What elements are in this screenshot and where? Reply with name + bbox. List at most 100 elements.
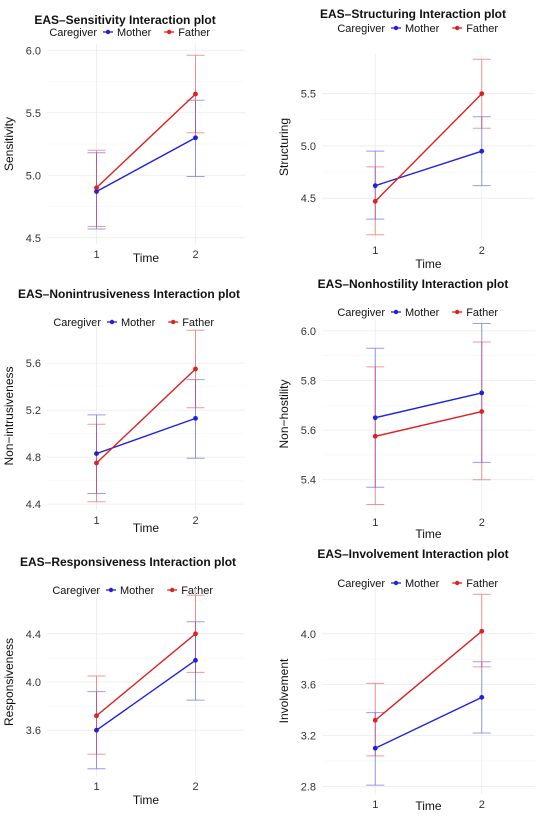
grid (322, 54, 535, 240)
legend-key-point (393, 580, 399, 586)
x-tick-label: 2 (192, 515, 198, 527)
legend-key-point (455, 25, 460, 31)
series-line-mother (375, 150, 482, 187)
y-tick-label: 6.0 (301, 326, 316, 338)
chart-title: EAS–Structuring Interaction plot (320, 7, 506, 21)
grid (322, 316, 535, 512)
data-point-father (193, 366, 198, 372)
legend-key-point (105, 29, 111, 35)
data-point-father (479, 409, 485, 414)
legend-key-point (108, 587, 114, 593)
y-axis-label: Sensitivity (2, 117, 16, 171)
y-tick-label: 5.4 (301, 475, 316, 487)
legend-label: Mother (405, 578, 440, 590)
chart-panel: EAS–Nonhostility Interaction plot Caregiv… (277, 277, 535, 541)
grid (47, 588, 245, 776)
grid (322, 588, 535, 794)
y-tick-label: 4.4 (26, 629, 41, 641)
x-tick-label: 2 (479, 799, 485, 811)
legend-label: Mother (405, 307, 440, 319)
y-tick-label: 4.4 (26, 499, 41, 511)
x-tick-label: 1 (93, 249, 99, 261)
data-point-father (193, 631, 198, 637)
legend-title: Caregiver (49, 27, 97, 39)
y-tick-label: 5.0 (26, 170, 41, 182)
y-axis-label: Involvement (277, 658, 291, 723)
chart-title: EAS–Responsiveness Interaction plot (20, 555, 236, 569)
legend-label: Father (178, 27, 210, 39)
chart-panel: EAS–Structuring Interaction plot Caregive… (277, 7, 535, 271)
x-axis-label: Time (415, 799, 442, 813)
y-tick-label: 5.6 (301, 425, 316, 437)
legend-key-point (171, 319, 176, 325)
data-point-father (94, 713, 99, 719)
y-tick-label: 4.8 (26, 452, 41, 464)
x-tick-label: 1 (93, 515, 99, 527)
legend: Caregiver Mother Father (53, 317, 214, 329)
series-line-father (96, 93, 196, 189)
data-point-father (372, 433, 378, 439)
y-tick-label: 4.0 (301, 629, 316, 641)
y-tick-label: 5.5 (26, 108, 41, 120)
data-point-father (479, 628, 485, 634)
legend-key-point (170, 587, 175, 593)
x-axis-label: Time (133, 251, 160, 265)
chart-title: EAS–Involvement Interaction plot (317, 547, 508, 561)
x-axis-label: Time (133, 521, 160, 535)
legend-title: Caregiver (337, 578, 385, 590)
x-tick-label: 2 (479, 517, 485, 529)
y-axis-label: Responsiveness (2, 638, 16, 726)
legend-key-point (393, 309, 399, 315)
y-axis-label: Structuring (277, 118, 291, 176)
legend: Caregiver Mother Father (49, 27, 210, 39)
data-point-mother (193, 657, 198, 663)
data-point-mother (372, 183, 378, 189)
x-tick-label: 2 (192, 781, 198, 793)
y-axis-label: Non−intrusiveness (2, 366, 16, 465)
legend-label: Mother (120, 585, 155, 597)
data-point-mother (479, 390, 485, 396)
series-line-father (96, 368, 196, 464)
legend-title: Caregiver (53, 317, 101, 329)
legend-title: Caregiver (52, 585, 100, 597)
chart-title: EAS–Nonhostility Interaction plot (318, 277, 509, 291)
data-point-mother (94, 451, 99, 456)
series-line-father (96, 633, 196, 717)
legend-label: Mother (117, 27, 152, 39)
x-tick-label: 2 (479, 245, 485, 257)
x-tick-label: 1 (372, 799, 378, 811)
legend-key-point (167, 29, 172, 35)
y-tick-label: 3.6 (26, 725, 41, 737)
y-tick-label: 4.5 (301, 193, 316, 205)
legend-key-point (455, 580, 460, 586)
legend: Caregiver Mother Father (337, 23, 498, 35)
legend-label: Mother (405, 23, 440, 35)
legend-label: Mother (121, 317, 156, 329)
chart-panel: EAS–Sensitivity Interaction plotCaregive… (2, 13, 245, 265)
data-point-mother (372, 745, 378, 751)
chart-panel: EAS–Responsiveness Interaction plot Careg… (2, 555, 245, 807)
legend-title: Caregiver (337, 23, 385, 35)
legend-key-point (455, 309, 460, 315)
data-point-mother (479, 694, 485, 700)
x-tick-label: 2 (192, 249, 198, 261)
x-tick-label: 1 (372, 517, 378, 529)
y-tick-label: 2.8 (301, 781, 316, 793)
x-axis-label: Time (133, 793, 160, 807)
x-axis-label: Time (415, 257, 442, 271)
legend-label: Father (466, 307, 498, 319)
series-line-father (374, 93, 483, 202)
data-point-father (372, 198, 378, 204)
y-tick-label: 5.2 (26, 405, 41, 417)
chart-panel: EAS–Nonintrusiveness Interaction plot Car… (2, 287, 245, 535)
data-point-mother (94, 727, 99, 733)
y-tick-label: 5.0 (301, 141, 316, 153)
y-tick-label: 4.5 (26, 233, 41, 245)
y-tick-label: 5.8 (301, 376, 316, 388)
x-tick-label: 1 (93, 781, 99, 793)
series-line-father (375, 410, 482, 438)
legend-label: Father (466, 578, 498, 590)
legend: Caregiver Mother Father (337, 307, 498, 319)
data-point-father (94, 185, 99, 191)
